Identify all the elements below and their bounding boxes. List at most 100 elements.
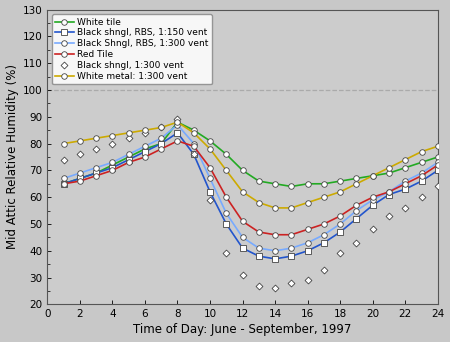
Red Tile [386, 190, 391, 194]
Line: Black Shngl, RBS, 1:300 vent: Black Shngl, RBS, 1:300 vent [61, 122, 441, 253]
Black shngl, RBS, 1:150 vent [61, 182, 66, 186]
White metal: 1:300 vent: (18, 62): 1:300 vent: (18, 62) [338, 190, 343, 194]
White tile [126, 155, 131, 159]
White tile [77, 176, 82, 181]
Black Shngl, RBS, 1:300 vent [338, 222, 343, 226]
White tile [272, 182, 278, 186]
Black shngl, RBS, 1:150 vent [256, 254, 261, 258]
Black Shngl, RBS, 1:300 vent [321, 233, 327, 237]
Black Shngl, RBS, 1:300 vent [191, 142, 197, 146]
Black shngl, 1:300 vent [289, 281, 294, 285]
Black shngl, 1:300 vent [77, 152, 82, 156]
Red Tile [419, 174, 424, 178]
White tile [142, 147, 148, 151]
White tile [240, 168, 245, 172]
White metal: 1:300 vent: (8, 88): 1:300 vent: (8, 88) [175, 120, 180, 124]
White metal: 1:300 vent: (5, 84): 1:300 vent: (5, 84) [126, 131, 131, 135]
White tile [338, 179, 343, 183]
White metal: 1:300 vent: (6, 85): 1:300 vent: (6, 85) [142, 128, 148, 132]
Black shngl, RBS, 1:150 vent [158, 142, 164, 146]
Red Tile [142, 155, 148, 159]
Red Tile [403, 182, 408, 186]
Red Tile [61, 182, 66, 186]
X-axis label: Time of Day: June - September, 1997: Time of Day: June - September, 1997 [133, 324, 352, 337]
White tile [386, 171, 391, 175]
White metal: 1:300 vent: (1, 80): 1:300 vent: (1, 80) [61, 142, 66, 146]
White metal: 1:300 vent: (12, 62): 1:300 vent: (12, 62) [240, 190, 245, 194]
Black shngl, 1:300 vent [158, 126, 164, 130]
Red Tile [94, 174, 99, 178]
White tile [61, 182, 66, 186]
Black Shngl, RBS, 1:300 vent [403, 179, 408, 183]
White tile [256, 179, 261, 183]
Red Tile [77, 179, 82, 183]
White tile [321, 182, 327, 186]
Black shngl, 1:300 vent [240, 273, 245, 277]
White tile [110, 163, 115, 167]
White metal: 1:300 vent: (10, 78): 1:300 vent: (10, 78) [207, 147, 213, 151]
White metal: 1:300 vent: (17, 60): 1:300 vent: (17, 60) [321, 195, 327, 199]
White metal: 1:300 vent: (9, 84): 1:300 vent: (9, 84) [191, 131, 197, 135]
Line: Red Tile: Red Tile [61, 138, 441, 237]
Red Tile [354, 203, 359, 207]
White tile [419, 160, 424, 165]
White metal: 1:300 vent: (19, 65): 1:300 vent: (19, 65) [354, 182, 359, 186]
Line: White tile: White tile [61, 119, 441, 189]
Line: Black shngl, 1:300 vent: Black shngl, 1:300 vent [61, 117, 440, 291]
Black shngl, 1:300 vent [224, 251, 229, 255]
Black shngl, RBS, 1:150 vent [386, 193, 391, 197]
Black shngl, 1:300 vent [110, 142, 115, 146]
Black shngl, RBS, 1:150 vent [305, 249, 310, 253]
Black Shngl, RBS, 1:300 vent [370, 198, 375, 202]
Black Shngl, RBS, 1:300 vent [94, 166, 99, 170]
Black Shngl, RBS, 1:300 vent [224, 211, 229, 215]
Red Tile [207, 166, 213, 170]
White tile [289, 184, 294, 188]
Red Tile [370, 195, 375, 199]
Red Tile [191, 144, 197, 148]
Red Tile [224, 195, 229, 199]
Black shngl, 1:300 vent [94, 147, 99, 151]
Black Shngl, RBS, 1:300 vent [386, 190, 391, 194]
Y-axis label: Mid Attic Relative Humidity (%): Mid Attic Relative Humidity (%) [5, 65, 18, 249]
Black Shngl, RBS, 1:300 vent [77, 171, 82, 175]
White metal: 1:300 vent: (22, 74): 1:300 vent: (22, 74) [403, 158, 408, 162]
White tile [224, 152, 229, 156]
Black Shngl, RBS, 1:300 vent [354, 209, 359, 213]
Black shngl, 1:300 vent [435, 184, 441, 188]
Red Tile [272, 233, 278, 237]
Black shngl, RBS, 1:150 vent [224, 222, 229, 226]
Black Shngl, RBS, 1:300 vent [240, 235, 245, 239]
Black shngl, RBS, 1:150 vent [110, 166, 115, 170]
White tile [158, 142, 164, 146]
Black shngl, 1:300 vent [403, 206, 408, 210]
Black Shngl, RBS, 1:300 vent [110, 160, 115, 165]
Black shngl, 1:300 vent [142, 131, 148, 135]
Black shngl, 1:300 vent [338, 251, 343, 255]
White metal: 1:300 vent: (21, 71): 1:300 vent: (21, 71) [386, 166, 391, 170]
Black shngl, 1:300 vent [370, 227, 375, 232]
Red Tile [110, 168, 115, 172]
White tile [191, 128, 197, 132]
White tile [403, 166, 408, 170]
Black shngl, RBS, 1:150 vent [240, 246, 245, 250]
Line: White metal: 1:300 vent: White metal: 1:300 vent [61, 119, 441, 211]
White metal: 1:300 vent: (15, 56): 1:300 vent: (15, 56) [289, 206, 294, 210]
White tile [354, 176, 359, 181]
Black shngl, 1:300 vent [256, 284, 261, 288]
Black shngl, RBS, 1:150 vent [419, 179, 424, 183]
White tile [94, 171, 99, 175]
Black shngl, 1:300 vent [354, 241, 359, 245]
Black shngl, RBS, 1:150 vent [272, 257, 278, 261]
Black shngl, RBS, 1:150 vent [207, 190, 213, 194]
Legend: White tile, Black shngl, RBS, 1:150 vent, Black Shngl, RBS, 1:300 vent, Red Tile: White tile, Black shngl, RBS, 1:150 vent… [52, 14, 212, 84]
Black shngl, 1:300 vent [272, 286, 278, 290]
Red Tile [321, 222, 327, 226]
Black shngl, RBS, 1:150 vent [175, 131, 180, 135]
White tile [435, 155, 441, 159]
Black shngl, RBS, 1:150 vent [289, 254, 294, 258]
Black shngl, 1:300 vent [305, 278, 310, 282]
White tile [305, 182, 310, 186]
Black shngl, 1:300 vent [191, 152, 197, 156]
Black Shngl, RBS, 1:300 vent [175, 123, 180, 127]
